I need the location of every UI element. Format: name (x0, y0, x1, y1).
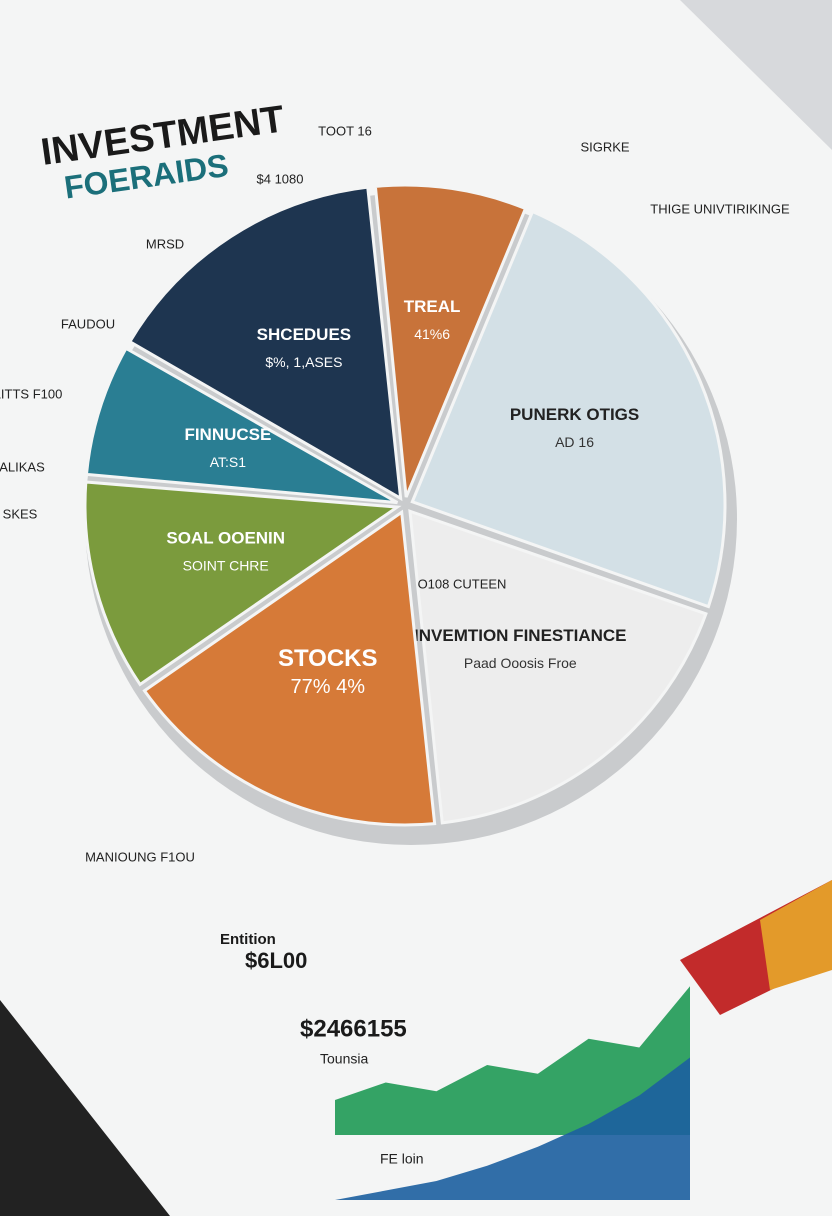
annotation: ALIKAS (0, 459, 45, 474)
pie-slice (127, 185, 403, 502)
annotation: $4 1080 (257, 171, 304, 186)
slice-sublabel: $%, 1,ASES (265, 354, 342, 370)
slice-label: SOAL OOENIN (166, 529, 285, 548)
slice-label: INVEMTION FINESTIANCE (414, 626, 627, 645)
pie-slice (84, 346, 399, 505)
pie-slice (408, 509, 708, 825)
pie-slice (410, 209, 727, 609)
slice-sublabel: 41%6 (414, 326, 450, 342)
slice-label: STOCKS (278, 645, 378, 672)
legend-label: FE loin (380, 1151, 424, 1167)
annotation: MRSD (146, 236, 184, 251)
annotation: TOOT 16 (318, 123, 372, 138)
annotation: $6L00 (245, 948, 307, 973)
annotation: THIGE UNIVTIRIKINGE (650, 201, 790, 216)
annotation: Entition (220, 931, 276, 948)
slice-sublabel: SOINT CHRE (183, 558, 269, 574)
screen-glare (680, 0, 832, 150)
area-chart: Tounsia FE loin Entition$6L00 $2466155 (220, 931, 690, 1200)
pie-chart: SHCEDUES $%, 1,ASES TREAL 41%6 PUNERK OTIGS A… (0, 123, 790, 864)
slice-label: SHCEDUES (257, 325, 351, 344)
annotation: SIGRKE (580, 139, 629, 154)
pie-slice (83, 480, 402, 687)
slice-label: TREAL (404, 297, 461, 316)
annotation: LITTS F100 (0, 386, 62, 401)
slice-sublabel: AD 16 (555, 434, 594, 450)
annotation: SKES (3, 506, 38, 521)
decor-bar (760, 880, 832, 990)
annotation: O108 CUTEEN (418, 576, 507, 591)
legend-label: Tounsia (320, 1051, 368, 1067)
annotation: MANIOUNG F1OU (85, 849, 195, 864)
slice-sublabel: Paad Ooosis Froe (464, 655, 577, 671)
area (335, 1057, 690, 1200)
slice-sublabel: AT:S1 (210, 454, 247, 470)
slice-label: FINNUCSE (184, 425, 271, 444)
area (335, 986, 690, 1135)
slice-sublabel: 77% 4% (290, 676, 365, 698)
pie-slice (373, 183, 528, 498)
slice-label: PUNERK OTIGS (510, 405, 639, 424)
pie-slice (142, 509, 437, 827)
annotation: $2466155 (300, 1015, 407, 1042)
annotation: FAUDOU (61, 316, 115, 331)
